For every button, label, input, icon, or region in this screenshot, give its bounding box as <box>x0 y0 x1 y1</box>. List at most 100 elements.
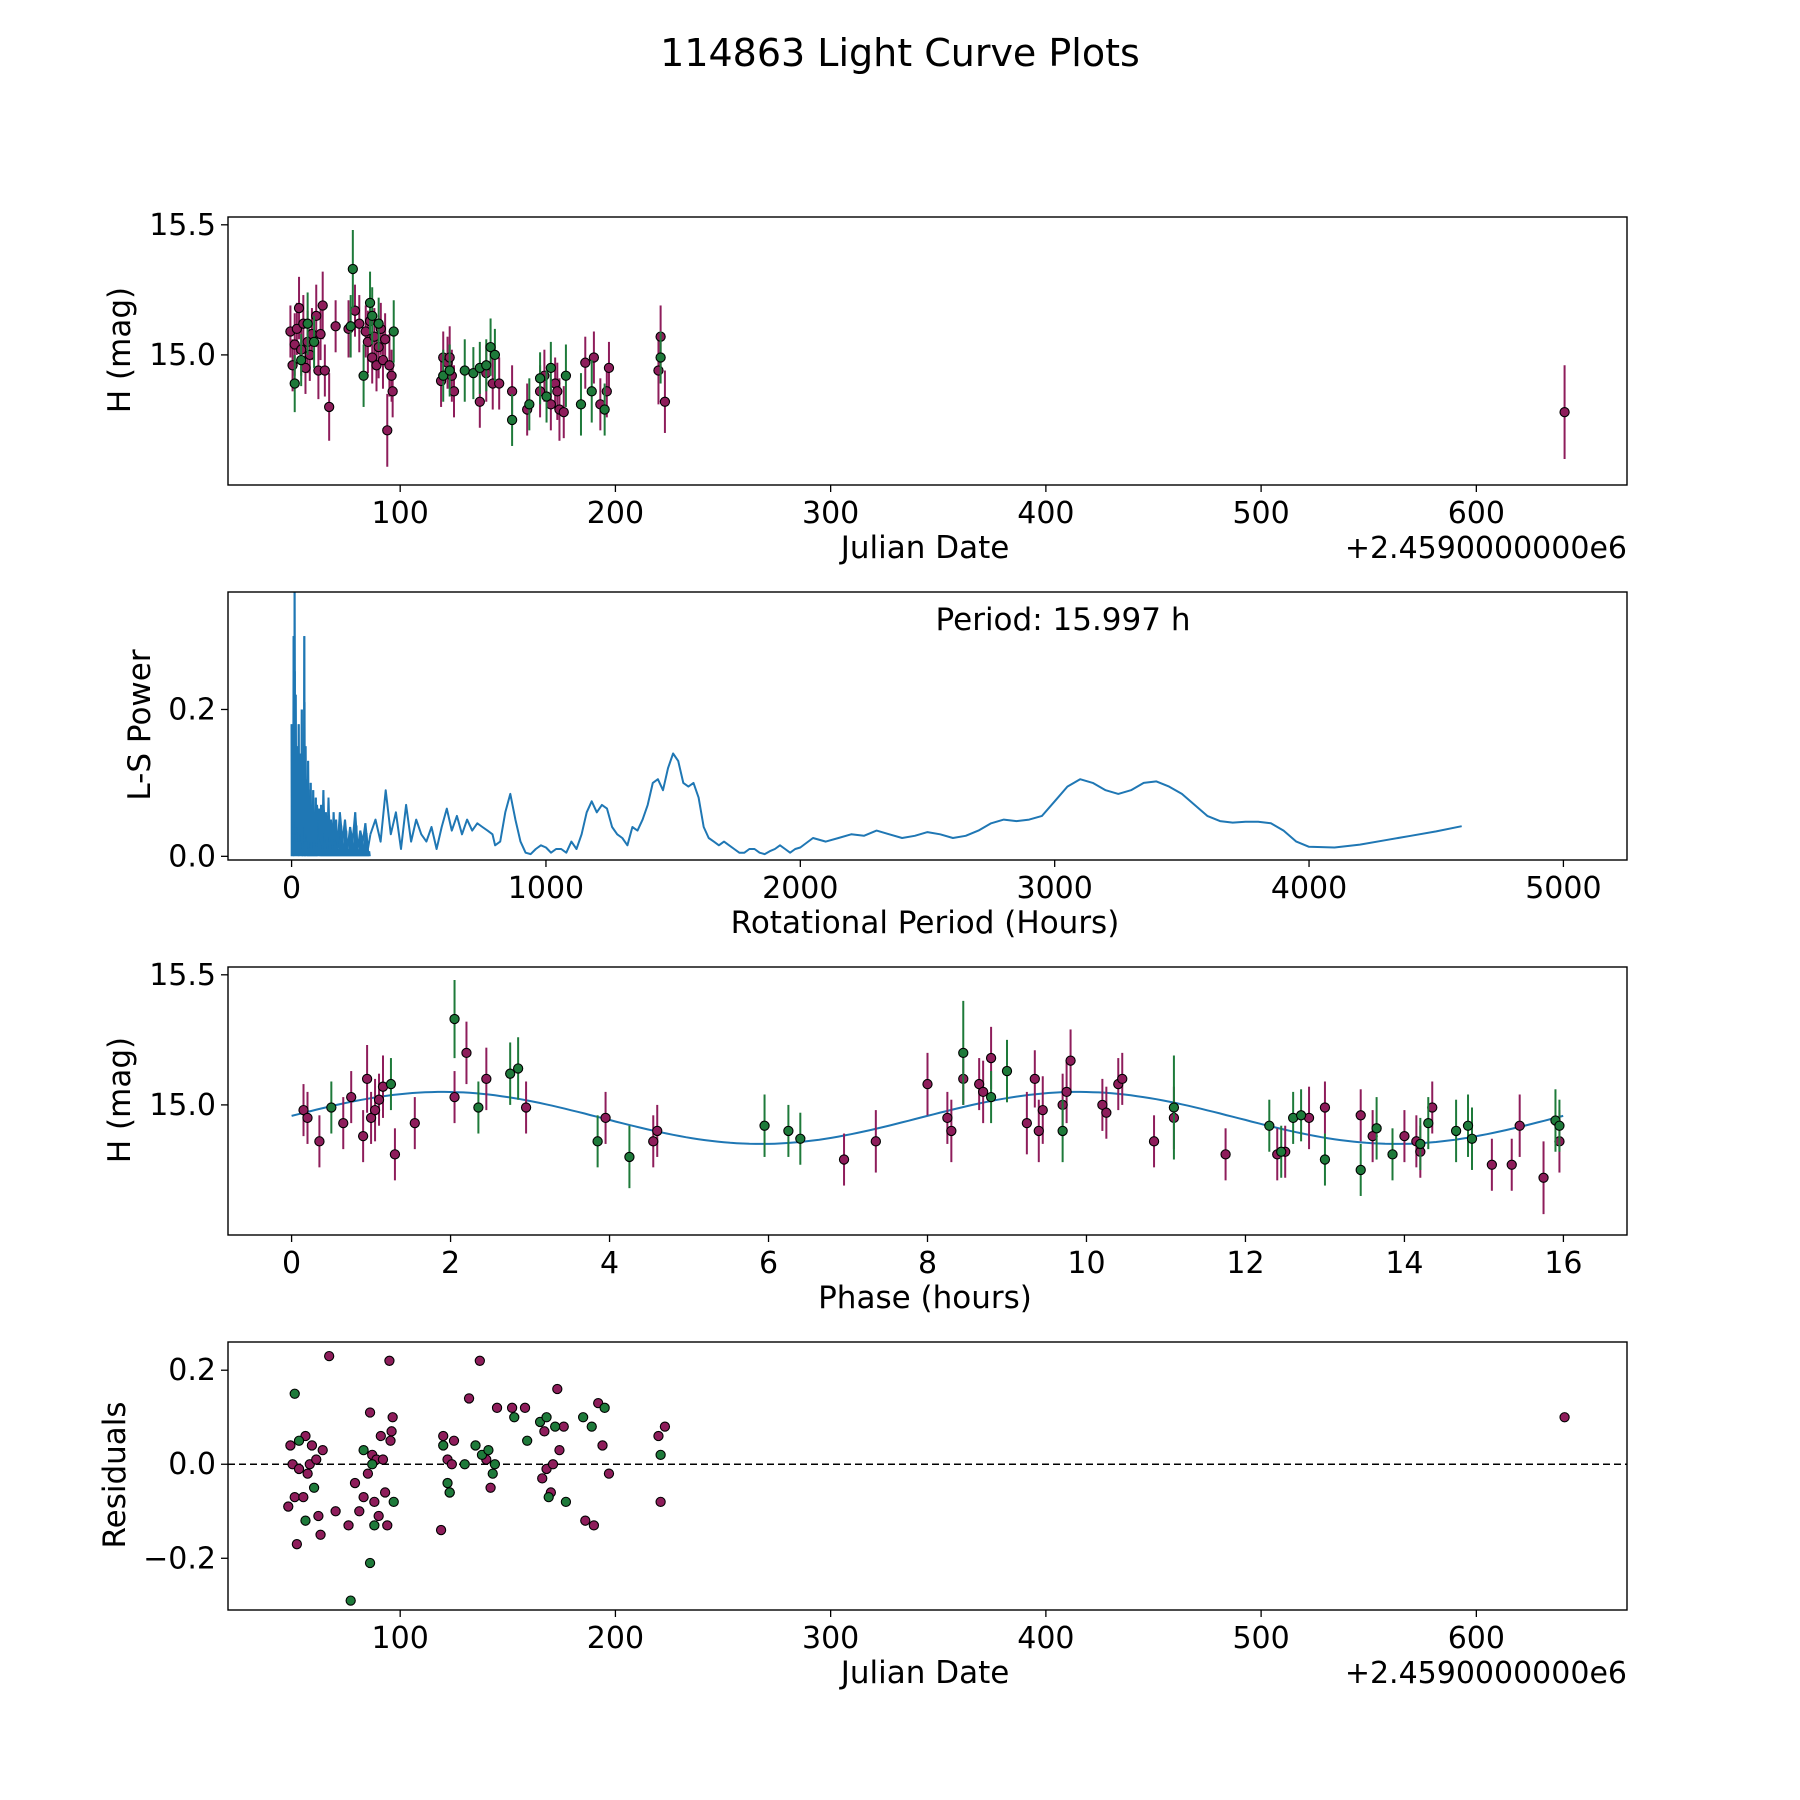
phased-y-tick-label: 15.0 <box>149 1088 216 1123</box>
data-point <box>481 360 492 371</box>
data-point <box>592 1136 603 1147</box>
data-point <box>489 1459 501 1470</box>
data-point <box>474 1355 485 1366</box>
data-point <box>547 1459 559 1470</box>
data-point <box>1450 1125 1462 1137</box>
phased-x-tick-label: 12 <box>1226 1246 1264 1281</box>
panel-periodogram: Rotational Period (Hours) L-S Power Peri… <box>122 591 1628 941</box>
data-point <box>349 305 361 316</box>
data-point <box>382 1520 393 1531</box>
data-point <box>575 399 587 410</box>
data-point <box>313 1510 324 1522</box>
data-point <box>543 1492 554 1503</box>
data-point <box>361 1073 373 1085</box>
data-point <box>586 1421 597 1432</box>
data-point <box>315 328 326 340</box>
data-point <box>601 386 612 397</box>
data-point <box>308 1482 320 1493</box>
data-point <box>375 1430 386 1442</box>
data-point <box>387 386 398 397</box>
data-point <box>795 1133 806 1144</box>
periodogram-y-tick-label: 0.0 <box>168 839 216 874</box>
data-point <box>442 1477 453 1489</box>
data-point <box>448 386 460 397</box>
light-curve-x-tick-label: 600 <box>1448 496 1505 531</box>
data-point <box>659 1421 671 1432</box>
data-point <box>367 310 378 322</box>
data-point <box>597 1440 608 1451</box>
data-point <box>506 1402 518 1413</box>
data-point <box>289 378 300 389</box>
data-point <box>624 1151 635 1163</box>
data-point <box>946 1125 957 1137</box>
data-point <box>494 378 505 389</box>
light-curve-offset-text: +2.4590000000e6 <box>1345 531 1627 566</box>
period-annotation: Period: 15.997 h <box>936 602 1191 638</box>
data-point <box>287 360 298 371</box>
phased-x-tick-label: 0 <box>282 1246 301 1281</box>
data-point <box>296 354 307 366</box>
data-point <box>1554 1120 1565 1131</box>
data-point <box>1559 406 1570 418</box>
data-point <box>354 318 365 329</box>
data-point <box>338 1117 349 1129</box>
light-curve-y-tick-label: 15.5 <box>149 208 216 243</box>
data-point <box>1037 1104 1048 1116</box>
data-point <box>653 365 664 376</box>
data-point <box>459 365 470 376</box>
data-point <box>545 362 556 374</box>
data-point <box>285 1440 296 1451</box>
data-point <box>317 1444 328 1456</box>
data-point <box>522 1435 533 1446</box>
data-point <box>446 1459 457 1470</box>
data-point <box>324 1350 335 1362</box>
data-point <box>560 1496 572 1508</box>
data-point <box>330 321 341 332</box>
data-point <box>648 1136 659 1147</box>
data-point <box>369 1496 380 1508</box>
data-point <box>367 352 378 363</box>
light-curve-x-label: Julian Date <box>839 530 1010 566</box>
data-point <box>319 365 331 376</box>
periodogram-x-tick-label: 0 <box>282 871 301 906</box>
data-point <box>345 1595 356 1606</box>
data-point <box>474 396 485 407</box>
panel-residuals: Julian Date Residuals +2.4590000000e6 10… <box>97 1341 1628 1691</box>
phased-x-tick-label: 4 <box>600 1246 619 1281</box>
data-point <box>346 1091 357 1103</box>
data-point <box>459 1459 470 1470</box>
data-point <box>369 1104 381 1116</box>
data-point <box>1423 1117 1434 1129</box>
data-point <box>360 326 371 337</box>
data-point <box>550 1421 561 1432</box>
data-point <box>1148 1136 1160 1147</box>
data-point <box>539 1426 550 1437</box>
data-point <box>1264 1120 1275 1131</box>
residuals-series-filter-a <box>283 1350 1570 1550</box>
phased-x-tick-label: 6 <box>759 1246 778 1281</box>
data-point <box>655 352 666 363</box>
data-point <box>485 341 496 353</box>
data-point <box>1065 1055 1076 1066</box>
data-point <box>349 1477 361 1489</box>
data-point <box>541 391 552 402</box>
data-point <box>377 1454 389 1465</box>
data-point <box>291 1539 303 1550</box>
data-point <box>653 1430 664 1442</box>
residuals-series-filter-b <box>289 1388 666 1606</box>
periodogram-axes-frame <box>227 591 1628 861</box>
data-point <box>1538 1172 1549 1183</box>
light-curve-x-tick-label: 400 <box>1017 496 1074 531</box>
data-point <box>509 1412 520 1423</box>
data-point <box>1514 1120 1525 1131</box>
data-point <box>298 1492 309 1503</box>
data-point <box>577 1412 589 1423</box>
data-point <box>580 1515 591 1526</box>
data-point <box>317 300 328 311</box>
data-point <box>1319 1154 1331 1165</box>
data-point <box>586 386 597 397</box>
data-point <box>599 1402 610 1413</box>
data-point <box>367 1459 378 1470</box>
data-point <box>1355 1164 1366 1176</box>
periodogram-x-tick-label: 5000 <box>1525 871 1601 906</box>
